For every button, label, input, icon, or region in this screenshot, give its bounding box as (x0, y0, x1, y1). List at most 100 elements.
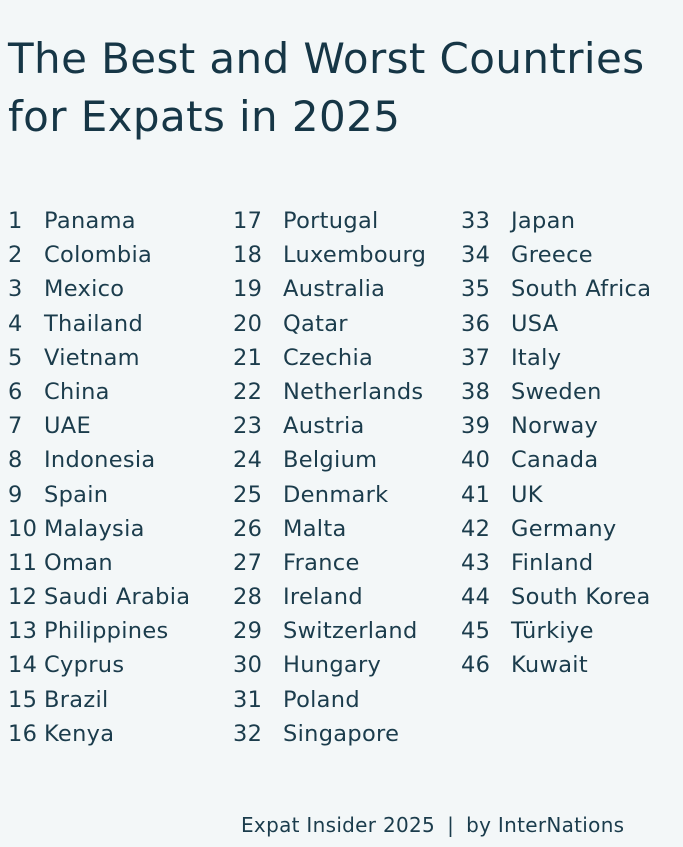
country-name: Philippines (44, 618, 169, 645)
country-name: Japan (511, 208, 576, 234)
ranking-row: 3 Mexico (8, 272, 190, 306)
ranking-row: 12 Saudi Arabia (8, 580, 190, 614)
rank-number: 46 (461, 652, 491, 679)
country-name: UAE (44, 413, 91, 440)
ranking-row: 43 Finland (461, 546, 651, 580)
country-name: Mexico (44, 276, 125, 303)
rank-number: 36 (461, 310, 491, 337)
footer-author: by InterNations (466, 813, 625, 837)
ranking-row: 4 Thailand (8, 307, 190, 341)
country-name: Colombia (44, 242, 153, 269)
country-name: Australia (283, 276, 386, 303)
country-name: South Africa (511, 276, 652, 303)
rank-number: 2 (8, 242, 23, 269)
ranking-row: 23 Austria (233, 409, 426, 443)
rank-number: 39 (461, 413, 491, 440)
country-name: Kuwait (511, 652, 588, 679)
country-name: South Korea (511, 584, 651, 611)
rank-number: 22 (233, 378, 263, 405)
footer-separator: | (447, 813, 455, 837)
country-name: Austria (283, 413, 365, 440)
rank-number: 42 (461, 515, 491, 542)
ranking-row: 20 Qatar (233, 307, 426, 341)
rank-number: 13 (8, 618, 38, 645)
ranking-row: 18 Luxembourg (233, 238, 426, 272)
ranking-row: 45 Türkiye (461, 614, 651, 648)
country-name: Kenya (44, 720, 115, 747)
country-name: China (44, 378, 110, 405)
country-name: Portugal (283, 208, 379, 234)
country-name: Belgium (283, 447, 378, 474)
rank-number: 24 (233, 447, 263, 474)
page-title: The Best and Worst Countries for Expats i… (8, 30, 645, 146)
country-name: Italy (511, 344, 562, 371)
rank-number: 17 (233, 208, 263, 234)
rank-number: 43 (461, 549, 491, 576)
country-name: Spain (44, 481, 109, 508)
country-name: Malaysia (44, 515, 145, 542)
rank-number: 31 (233, 686, 263, 713)
ranking-row: 17 Portugal (233, 204, 426, 238)
ranking-row: 13 Philippines (8, 614, 190, 648)
rank-number: 45 (461, 618, 491, 645)
ranking-row: 44 South Korea (461, 580, 651, 614)
country-name: Czechia (283, 344, 374, 371)
ranking-row: 8 Indonesia (8, 443, 190, 477)
country-name: Poland (283, 686, 360, 713)
country-name: Luxembourg (283, 242, 427, 269)
country-name: UK (511, 481, 543, 508)
ranking-column-2: 17 Portugal 18 Luxembourg 19 Australia 20 Qatar… (233, 204, 426, 751)
ranking-row: 32 Singapore (233, 717, 426, 751)
ranking-row: 2 Colombia (8, 238, 190, 272)
ranking-row: 39 Norway (461, 409, 651, 443)
country-name: Brazil (44, 686, 109, 713)
ranking-row: 19 Australia (233, 272, 426, 306)
ranking-row: 7 UAE (8, 409, 190, 443)
ranking-row: 16 Kenya (8, 717, 190, 751)
rank-number: 15 (8, 686, 38, 713)
rank-number: 29 (233, 618, 263, 645)
ranking-row: 42 Germany (461, 512, 651, 546)
country-name: Malta (283, 515, 347, 542)
rank-number: 32 (233, 720, 263, 747)
ranking-row: 25 Denmark (233, 478, 426, 512)
rank-number: 30 (233, 652, 263, 679)
country-name: Vietnam (44, 344, 140, 371)
country-name: Thailand (44, 310, 144, 337)
ranking-row: 40 Canada (461, 443, 651, 477)
ranking-row: 28 Ireland (233, 580, 426, 614)
rank-number: 1 (8, 208, 23, 234)
rank-number: 23 (233, 413, 263, 440)
rank-number: 26 (233, 515, 263, 542)
rank-number: 19 (233, 276, 263, 303)
footer-credit: Expat Insider 2025 | by InterNations (241, 808, 624, 842)
ranking-row: 34 Greece (461, 238, 651, 272)
country-name: Greece (511, 242, 593, 269)
ranking-row: 27 France (233, 546, 426, 580)
ranking-row: 6 China (8, 375, 190, 409)
ranking-row: 1 Panama (8, 204, 190, 238)
ranking-row: 24 Belgium (233, 443, 426, 477)
ranking-row: 36 USA (461, 307, 651, 341)
rank-number: 18 (233, 242, 263, 269)
rank-number: 20 (233, 310, 263, 337)
country-name: Panama (44, 208, 136, 234)
ranking-row: 41 UK (461, 478, 651, 512)
country-name: Türkiye (511, 618, 594, 645)
rank-number: 14 (8, 652, 38, 679)
country-name: Oman (44, 549, 113, 576)
country-name: Qatar (283, 310, 348, 337)
rank-number: 27 (233, 549, 263, 576)
rank-number: 44 (461, 584, 491, 611)
country-name: Switzerland (283, 618, 418, 645)
country-name: USA (511, 310, 559, 337)
ranking-row: 30 Hungary (233, 648, 426, 682)
ranking-row: 31 Poland (233, 683, 426, 717)
title-line-2: for Expats in 2025 (8, 92, 401, 141)
country-name: Ireland (283, 584, 363, 611)
rank-number: 16 (8, 720, 38, 747)
country-name: Saudi Arabia (44, 584, 191, 611)
rank-number: 12 (8, 584, 38, 611)
country-name: France (283, 549, 360, 576)
